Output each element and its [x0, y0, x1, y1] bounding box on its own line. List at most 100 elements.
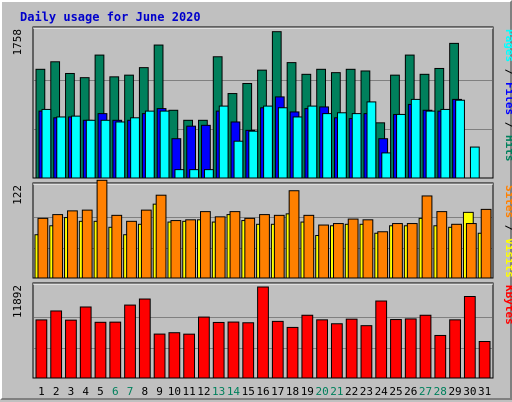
legend-item: /	[503, 218, 512, 238]
x-tick-label-day-19: 19	[301, 385, 314, 398]
bar-sites-day-28	[436, 211, 448, 279]
x-tick-label-day-24: 24	[375, 385, 389, 398]
x-tick-label-day-25: 25	[389, 385, 402, 398]
bar-pages-day-16	[263, 105, 273, 179]
x-tick-label-day-6: 6	[112, 385, 119, 398]
bar-kbytes-day-31	[478, 340, 491, 379]
bar-kbytes-day-3	[65, 319, 77, 379]
x-tick-label-day-15: 15	[242, 385, 255, 398]
bar-kbytes-day-25	[390, 319, 402, 379]
x-tick-label-day-28: 28	[434, 385, 447, 398]
legend-kbytes: KBytes	[503, 285, 512, 325]
x-tick-label-day-26: 26	[404, 385, 417, 398]
x-tick-label-day-9: 9	[156, 385, 163, 398]
bar-sites-day-23	[362, 219, 374, 279]
bar-kbytes-day-12	[198, 316, 210, 379]
legend-item: Files	[503, 82, 512, 115]
bar-pages-day-23	[366, 101, 377, 179]
bar-pages-day-5	[100, 119, 111, 179]
bar-sites-day-20	[318, 224, 329, 279]
bar-kbytes-day-17	[271, 320, 284, 379]
bar-pages-day-18	[292, 116, 303, 179]
bar-kbytes-day-29	[449, 319, 461, 379]
bar-kbytes-day-5	[94, 321, 107, 379]
x-tick-label-day-31: 31	[478, 385, 491, 398]
legend-item: Sites	[503, 185, 512, 218]
legend-item: Hits	[503, 135, 512, 162]
bar-sites-day-5	[96, 179, 108, 279]
bar-kbytes-day-21	[330, 323, 343, 379]
bar-kbytes-day-15	[242, 322, 255, 379]
chart-title: Daily usage for June 2020	[20, 10, 201, 24]
bar-sites-day-10	[170, 220, 182, 279]
bar-kbytes-day-13	[212, 321, 225, 379]
bar-kbytes-day-28	[434, 334, 447, 379]
bar-kbytes-day-4	[79, 306, 92, 379]
bar-sites-day-31	[480, 208, 492, 279]
bar-sites-day-26	[406, 223, 418, 279]
bar-sites-day-8	[140, 209, 152, 279]
x-tick-label-day-17: 17	[271, 385, 284, 398]
bar-pages-day-20	[322, 113, 332, 179]
bar-sites-day-1	[37, 217, 49, 279]
bar-pages-day-27	[425, 110, 436, 179]
bar-pages-day-15	[248, 130, 259, 179]
bar-pages-day-24	[381, 152, 392, 179]
bar-sites-day-24	[377, 231, 389, 279]
bar-kbytes-day-10	[168, 332, 181, 379]
bar-sites-day-9	[155, 194, 167, 279]
bar-sites-day-3	[67, 210, 78, 279]
bar-pages-day-12	[204, 169, 214, 179]
x-tick-label-day-7: 7	[127, 385, 134, 398]
bar-kbytes-day-24	[375, 300, 388, 379]
bar-sites-day-15	[244, 217, 256, 279]
x-tick-label-day-20: 20	[315, 385, 328, 398]
bar-kbytes-day-6	[109, 321, 122, 379]
x-tick-label-day-30: 30	[463, 385, 476, 398]
y-max-label-visits_sites: 122	[11, 185, 24, 205]
bar-sites-day-14	[229, 211, 241, 279]
bar-pages-day-7	[130, 117, 140, 179]
bar-kbytes-day-7	[124, 304, 136, 379]
bar-pages-day-30	[469, 146, 480, 179]
bar-pages-day-4	[85, 119, 96, 179]
x-tick-label-day-12: 12	[197, 385, 210, 398]
x-tick-label-day-16: 16	[256, 385, 269, 398]
bar-kbytes-day-27	[419, 314, 432, 379]
bar-kbytes-day-30	[463, 296, 476, 379]
bar-pages-day-25	[396, 113, 406, 179]
bar-sites-day-27	[421, 195, 433, 279]
bar-pages-day-8	[144, 110, 155, 179]
bar-kbytes-day-19	[301, 314, 314, 379]
legend-item: Visits	[503, 238, 512, 278]
x-tick-label-day-11: 11	[183, 385, 196, 398]
bar-pages-day-11	[189, 169, 200, 179]
x-tick-label-day-3: 3	[68, 385, 75, 398]
bar-pages-day-13	[218, 105, 229, 179]
x-tick-label-day-5: 5	[97, 385, 104, 398]
bar-kbytes-day-22	[345, 318, 358, 379]
x-tick-label-day-23: 23	[360, 385, 373, 398]
bar-sites-day-25	[392, 223, 403, 279]
bar-kbytes-day-8	[138, 298, 151, 379]
bar-sites-day-29	[451, 223, 462, 279]
bar-pages-day-19	[307, 105, 318, 179]
y-max-label-kbytes: 11892	[11, 285, 24, 318]
bar-sites-day-21	[332, 223, 344, 279]
bar-kbytes-day-23	[360, 325, 373, 379]
bar-pages-day-26	[410, 98, 421, 179]
legend-item: Pages	[503, 29, 512, 62]
bar-sites-day-16	[259, 214, 270, 279]
bar-sites-day-30	[465, 223, 477, 279]
bar-pages-day-6	[115, 121, 126, 179]
bar-kbytes-day-18	[286, 326, 299, 379]
bar-kbytes-day-14	[227, 321, 240, 379]
bar-pages-day-3	[71, 115, 81, 179]
bar-sites-day-17	[273, 214, 285, 279]
bar-sites-day-11	[185, 219, 197, 279]
x-tick-label-day-18: 18	[286, 385, 299, 398]
bar-kbytes-day-9	[153, 333, 166, 379]
bar-pages-day-2	[56, 116, 67, 179]
